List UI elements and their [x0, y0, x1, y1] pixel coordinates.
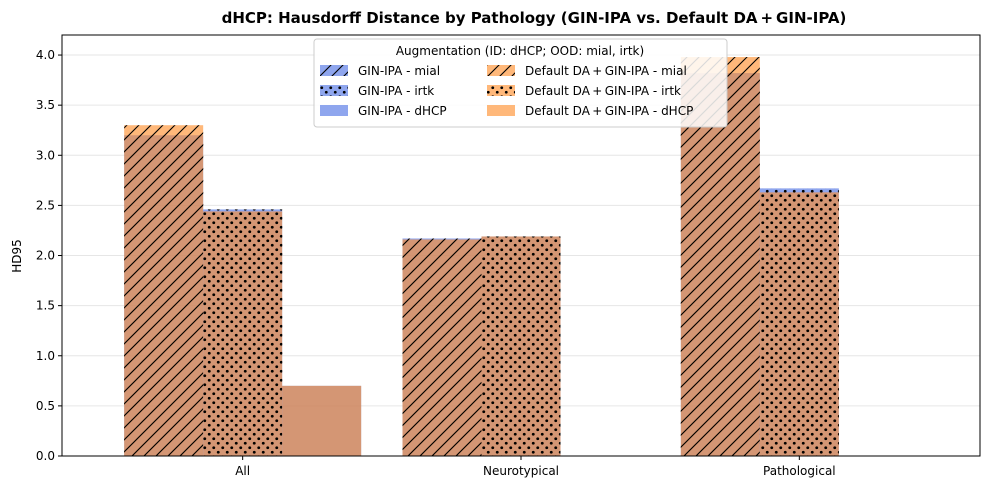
bar-default-da-gin-ipa-irtk-pathological-hatch: [759, 192, 839, 456]
legend-item-default-da-gin-ipa-irtk-label: Default DA + GIN-IPA - irtk: [525, 84, 681, 98]
x-tick-label-neurotypical: Neurotypical: [483, 464, 559, 478]
bar-default-da-gin-ipa-irtk-neurotypical-hatch: [481, 236, 561, 456]
legend-item-gin-ipa-irtk-swatch-hatch: [320, 85, 348, 96]
x-tick-label-pathological: Pathological: [763, 464, 836, 478]
y-tick-label: 2.5: [36, 198, 55, 212]
x-tick-label-all: All: [235, 464, 250, 478]
legend-item-default-da-gin-ipa-mial-swatch-hatch: [487, 65, 515, 76]
legend-item-default-da-gin-ipa-dhcp-swatch: [487, 105, 515, 116]
legend-title: Augmentation (ID: dHCP; OOD: mial, irtk): [396, 44, 644, 58]
bar-default-da-gin-ipa-mial-neurotypical-hatch: [402, 239, 482, 456]
legend-item-gin-ipa-dhcp-swatch: [320, 105, 348, 116]
y-tick-label: 3.5: [36, 98, 55, 112]
y-tick-label: 1.0: [36, 349, 55, 363]
legend-item-gin-ipa-mial-label: GIN-IPA - mial: [358, 64, 440, 78]
legend-item-default-da-gin-ipa-irtk-swatch-hatch: [487, 85, 515, 96]
legend-item-default-da-gin-ipa-mial-label: Default DA + GIN-IPA - mial: [525, 64, 687, 78]
y-axis-label: HD95: [10, 239, 24, 273]
y-tick-label: 0.5: [36, 399, 55, 413]
y-tick-label: 3.0: [36, 148, 55, 162]
y-tick-label: 4.0: [36, 48, 55, 62]
chart-title: dHCP: Hausdorff Distance by Pathology (G…: [222, 9, 847, 27]
legend-item-gin-ipa-dhcp-label: GIN-IPA - dHCP: [358, 104, 447, 118]
legend: Augmentation (ID: dHCP; OOD: mial, irtk)…: [313, 38, 728, 128]
y-tick-label: 2.0: [36, 249, 55, 263]
legend-item-default-da-gin-ipa-dhcp-label: Default DA + GIN-IPA - dHCP: [525, 104, 693, 118]
axes: 0.0 0.5 1.0 1.5 2.0 2.5 3.0 3.5 4.0 All Neurotypic…: [36, 34, 981, 478]
bar-default-da-gin-ipa-dhcp-all: [282, 385, 362, 456]
legend-box: [313, 38, 728, 128]
y-tick-label: 1.5: [36, 299, 55, 313]
legend-item-gin-ipa-mial-swatch-hatch: [320, 65, 348, 76]
y-tick-label: 0.0: [36, 449, 55, 463]
legend-item-gin-ipa-irtk-label: GIN-IPA - irtk: [358, 84, 434, 98]
bar-default-da-gin-ipa-mial-all-hatch: [124, 125, 204, 456]
bar-default-da-gin-ipa-irtk-all-hatch: [203, 211, 283, 456]
